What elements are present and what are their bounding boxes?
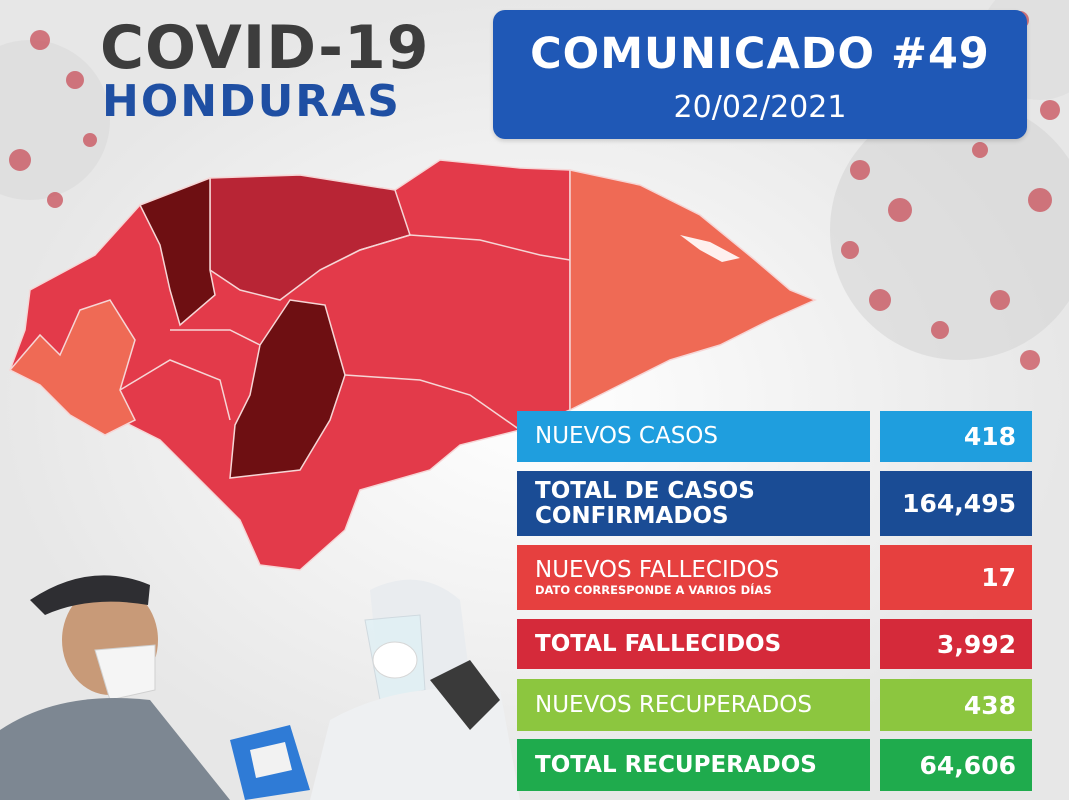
health-workers-photo: [0, 575, 520, 800]
stat-value: 17: [880, 545, 1032, 610]
stat-label: TOTAL RECUPERADOS: [535, 751, 817, 778]
comunicado-banner: COMUNICADO #49 20/02/2021: [493, 10, 1027, 139]
stat-value: 164,495: [880, 471, 1032, 536]
stat-row-nuevos-recuperados: NUEVOS RECUPERADOS 438: [517, 679, 1032, 731]
stat-label: TOTAL FALLECIDOS: [535, 630, 782, 657]
stat-value: 418: [880, 411, 1032, 462]
stat-row-total-fallecidos: TOTAL FALLECIDOS 3,992: [517, 619, 1032, 669]
page-title: COVID-19: [100, 13, 430, 83]
stat-note: DATO CORRESPONDE A VARIOS DÍAS: [535, 583, 772, 598]
stat-label-line2: CONFIRMADOS: [535, 502, 729, 529]
stat-row-nuevos-fallecidos: NUEVOS FALLECIDOS DATO CORRESPONDE A VAR…: [517, 545, 1032, 610]
stat-value: 64,606: [880, 739, 1032, 791]
stat-row-total-recuperados: TOTAL RECUPERADOS 64,606: [517, 739, 1032, 791]
stat-value: 438: [880, 679, 1032, 731]
stat-row-total-casos: TOTAL DE CASOS CONFIRMADOS 164,495: [517, 471, 1032, 536]
stat-label: NUEVOS CASOS: [535, 423, 719, 450]
stat-label: TOTAL DE CASOS: [535, 478, 755, 505]
stat-value: 3,992: [880, 619, 1032, 669]
honduras-map: [8, 159, 817, 571]
page-subtitle: HONDURAS: [102, 76, 401, 127]
stat-label: NUEVOS FALLECIDOS: [535, 557, 780, 584]
stat-row-nuevos-casos: NUEVOS CASOS 418: [517, 411, 1032, 462]
stat-label: NUEVOS RECUPERADOS: [535, 691, 812, 718]
comunicado-title: COMUNICADO #49: [530, 29, 990, 79]
comunicado-date: 20/02/2021: [673, 90, 847, 125]
